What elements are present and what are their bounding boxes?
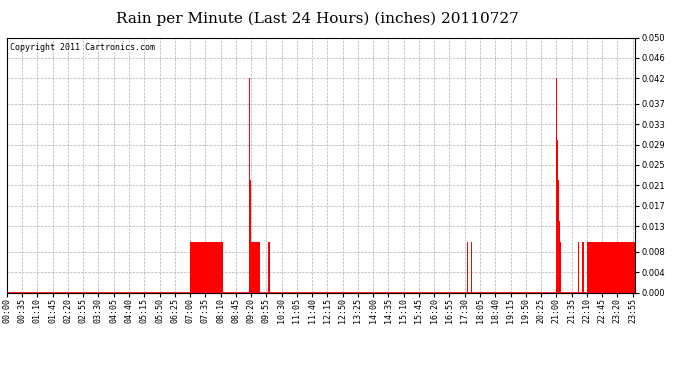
Text: Copyright 2011 Cartronics.com: Copyright 2011 Cartronics.com	[10, 43, 155, 52]
Text: Rain per Minute (Last 24 Hours) (inches) 20110727: Rain per Minute (Last 24 Hours) (inches)…	[116, 11, 519, 26]
